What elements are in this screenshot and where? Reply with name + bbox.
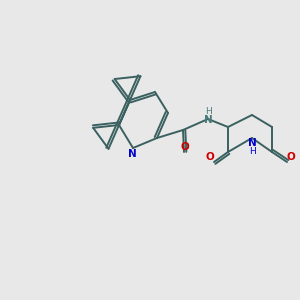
Text: H: H (205, 107, 212, 116)
Text: N: N (248, 138, 256, 148)
Text: O: O (181, 142, 189, 152)
Text: H: H (249, 148, 255, 157)
Text: O: O (286, 152, 296, 162)
Text: N: N (128, 149, 136, 159)
Text: N: N (204, 115, 212, 125)
Text: O: O (206, 152, 214, 162)
